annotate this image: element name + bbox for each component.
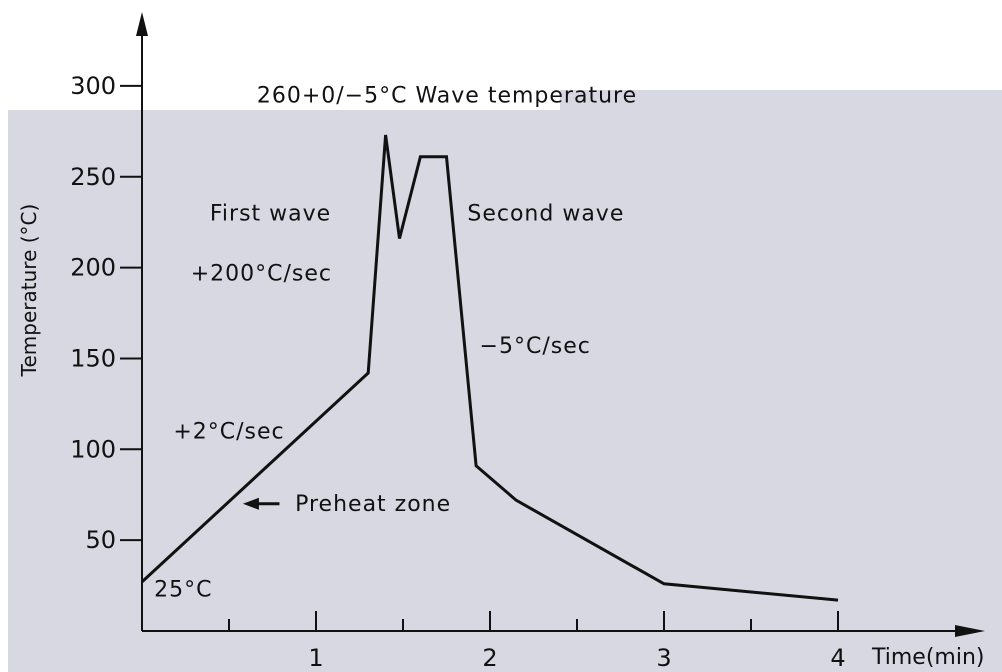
chart-annotation: 25°C	[154, 577, 212, 602]
y-tick-label: 250	[70, 163, 116, 191]
x-tick-label: 3	[656, 644, 671, 672]
y-tick-label: 100	[70, 435, 116, 463]
chart-annotation: +2°C/sec	[173, 419, 284, 444]
x-tick-label: 1	[308, 644, 323, 672]
y-tick-label: 50	[85, 526, 116, 554]
plot-background-top-right	[560, 90, 1002, 120]
temperature-profile-line	[140, 134, 839, 602]
y-axis-arrowhead	[136, 12, 148, 36]
y-tick-label: 200	[70, 254, 116, 282]
chart-annotation: −5°C/sec	[480, 334, 591, 359]
x-tick-label: 4	[830, 644, 845, 672]
chart-annotation: Second wave	[467, 201, 624, 226]
plot-background-left	[8, 110, 1002, 672]
x-axis-arrowhead	[955, 625, 985, 637]
chart-annotation: First wave	[210, 201, 331, 226]
y-tick-label: 300	[70, 72, 116, 100]
y-tick-label: 150	[70, 344, 116, 372]
preheat-arrow-head	[242, 497, 259, 510]
chart-annotation: Preheat zone	[295, 492, 451, 517]
chart-annotation: 260+0/−5°C Wave temperature	[257, 83, 637, 108]
x-axis-title: Time(min)	[871, 645, 985, 670]
y-axis-title: Temperature (°C)	[17, 204, 41, 378]
x-tick-label: 2	[482, 644, 497, 672]
chart-annotation: +200°C/sec	[191, 261, 332, 286]
